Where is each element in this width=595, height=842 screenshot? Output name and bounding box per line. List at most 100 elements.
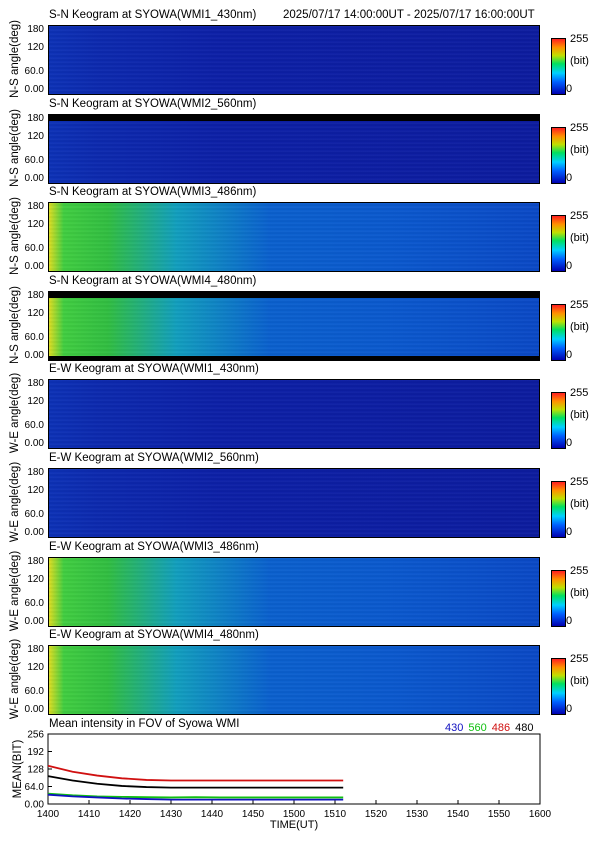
colorbar-unit: (bit) [570, 320, 589, 333]
colorbar-unit: (bit) [570, 232, 589, 245]
colorbar-min: 0 [566, 83, 573, 95]
y-tick-label: 0.00 [25, 800, 45, 811]
x-tick-label: 1400 [37, 809, 60, 820]
keogram-panel [48, 468, 540, 538]
ytick: 120 [27, 485, 44, 496]
panel-bottom-band [49, 355, 539, 360]
legend-430: 430 [445, 722, 464, 734]
y-tick-label: 192 [27, 747, 44, 758]
keogram-texture [49, 114, 539, 183]
keogram-texture [49, 469, 539, 537]
ytick: 180 [27, 289, 44, 301]
colorbar-unit: (bit) [570, 409, 589, 422]
time-range: 2025/07/17 14:00:00UT - 2025/07/17 16:00… [283, 9, 535, 21]
keogram-panel [48, 645, 540, 716]
ytick: 0.00 [24, 527, 44, 538]
colorbar [551, 392, 566, 450]
ytick: 0.00 [24, 615, 44, 627]
mean-panel-title: Mean intensity in FOV of Syowa WMI [49, 718, 240, 730]
keogram-title: E-W Keogram at SYOWA(WMI1_430nm) [49, 363, 259, 376]
ytick: 120 [27, 130, 44, 142]
colorbar-min: 0 [566, 260, 573, 273]
ytick: 60.0 [24, 154, 44, 166]
ytick: 60.0 [24, 66, 44, 77]
ytick: 180 [27, 201, 44, 213]
y-tick-label: 64.0 [25, 782, 45, 793]
keogram-title: E-W Keogram at SYOWA(WMI2_560nm) [49, 452, 259, 464]
colorbar-min: 0 [566, 437, 573, 450]
x-tick-label: 1450 [242, 809, 265, 820]
colorbar [551, 481, 566, 538]
keogram-title: S-N Keogram at SYOWA(WMI2_560nm) [49, 97, 257, 110]
colorbar-min: 0 [566, 171, 573, 184]
mean-ylabel: MEAN(BIT) [12, 739, 24, 799]
keogram-texture [49, 380, 539, 449]
colorbar-unit: (bit) [570, 586, 589, 599]
ytick: 180 [27, 467, 44, 478]
x-tick-label: 1510 [324, 809, 347, 820]
x-tick-label: 1530 [406, 809, 429, 820]
ytick: 180 [27, 378, 44, 390]
colorbar-min: 0 [566, 614, 573, 627]
x-tick-label: 1550 [488, 809, 511, 820]
keogram-title: E-W Keogram at SYOWA(WMI4_480nm) [49, 629, 259, 642]
x-tick-label: 1520 [365, 809, 388, 820]
mean-legend: 430 560 486 480 [440, 718, 533, 736]
x-tick-label: 1440 [201, 809, 224, 820]
ytick: 60.0 [24, 420, 44, 432]
colorbar-max: 255 [570, 653, 589, 666]
ytick: 120 [27, 396, 44, 408]
colorbar-max: 255 [570, 33, 589, 45]
keogram-texture [49, 26, 539, 94]
legend-480: 480 [515, 722, 534, 734]
ytick: 120 [27, 573, 44, 585]
colorbar-max: 255 [570, 564, 589, 577]
keogram-title: E-W Keogram at SYOWA(WMI3_486nm) [49, 540, 259, 553]
ytick: 0.00 [24, 349, 44, 361]
x-tick-label: 1540 [447, 809, 470, 820]
ytick: 0.00 [24, 172, 44, 184]
colorbar-max: 255 [570, 298, 589, 311]
keogram-panel [48, 556, 540, 627]
x-tick-label: 1410 [78, 809, 101, 820]
y-tick-label: 256 [27, 730, 44, 741]
colorbar-unit: (bit) [570, 143, 589, 156]
series-480-line [47, 775, 344, 789]
legend-486: 486 [491, 722, 511, 734]
ytick: 0.00 [24, 438, 44, 450]
colorbar [551, 658, 566, 716]
y-tick-label: 128 [27, 765, 44, 776]
ytick: 60.0 [24, 331, 44, 343]
keogram-texture [49, 291, 539, 360]
colorbar-max: 255 [570, 476, 589, 488]
panel-top-band [49, 114, 539, 121]
ytick: 180 [27, 555, 44, 567]
ytick: 0.00 [24, 261, 44, 273]
keogram-panel [48, 202, 540, 273]
legend-560: 560 [468, 722, 487, 734]
plot-frame [47, 733, 541, 805]
ytick: 120 [27, 662, 44, 674]
colorbar [551, 215, 566, 273]
keogram-texture [49, 646, 539, 715]
keogram-panel [48, 25, 540, 95]
ytick: 60.0 [24, 597, 44, 609]
series-486-line [47, 764, 344, 782]
ytick: 120 [27, 219, 44, 231]
x-tick-label: 1600 [529, 809, 552, 820]
colorbar-max: 255 [570, 210, 589, 223]
ytick: 60.0 [24, 243, 44, 255]
ytick: 120 [27, 42, 44, 53]
panel-top-band [49, 291, 539, 298]
colorbar-unit: (bit) [570, 675, 589, 688]
ytick: 0.00 [24, 704, 44, 716]
x-tick-label: 1420 [119, 809, 142, 820]
series-430-line [47, 793, 344, 801]
ytick: 60.0 [24, 686, 44, 698]
ytick: 180 [27, 112, 44, 124]
keogram-title: S-N Keogram at SYOWA(WMI4_480nm) [49, 274, 257, 287]
ytick: 180 [27, 644, 44, 656]
colorbar-min: 0 [566, 348, 573, 361]
x-tick-label: 1430 [160, 809, 183, 820]
series-560-line [47, 792, 344, 799]
